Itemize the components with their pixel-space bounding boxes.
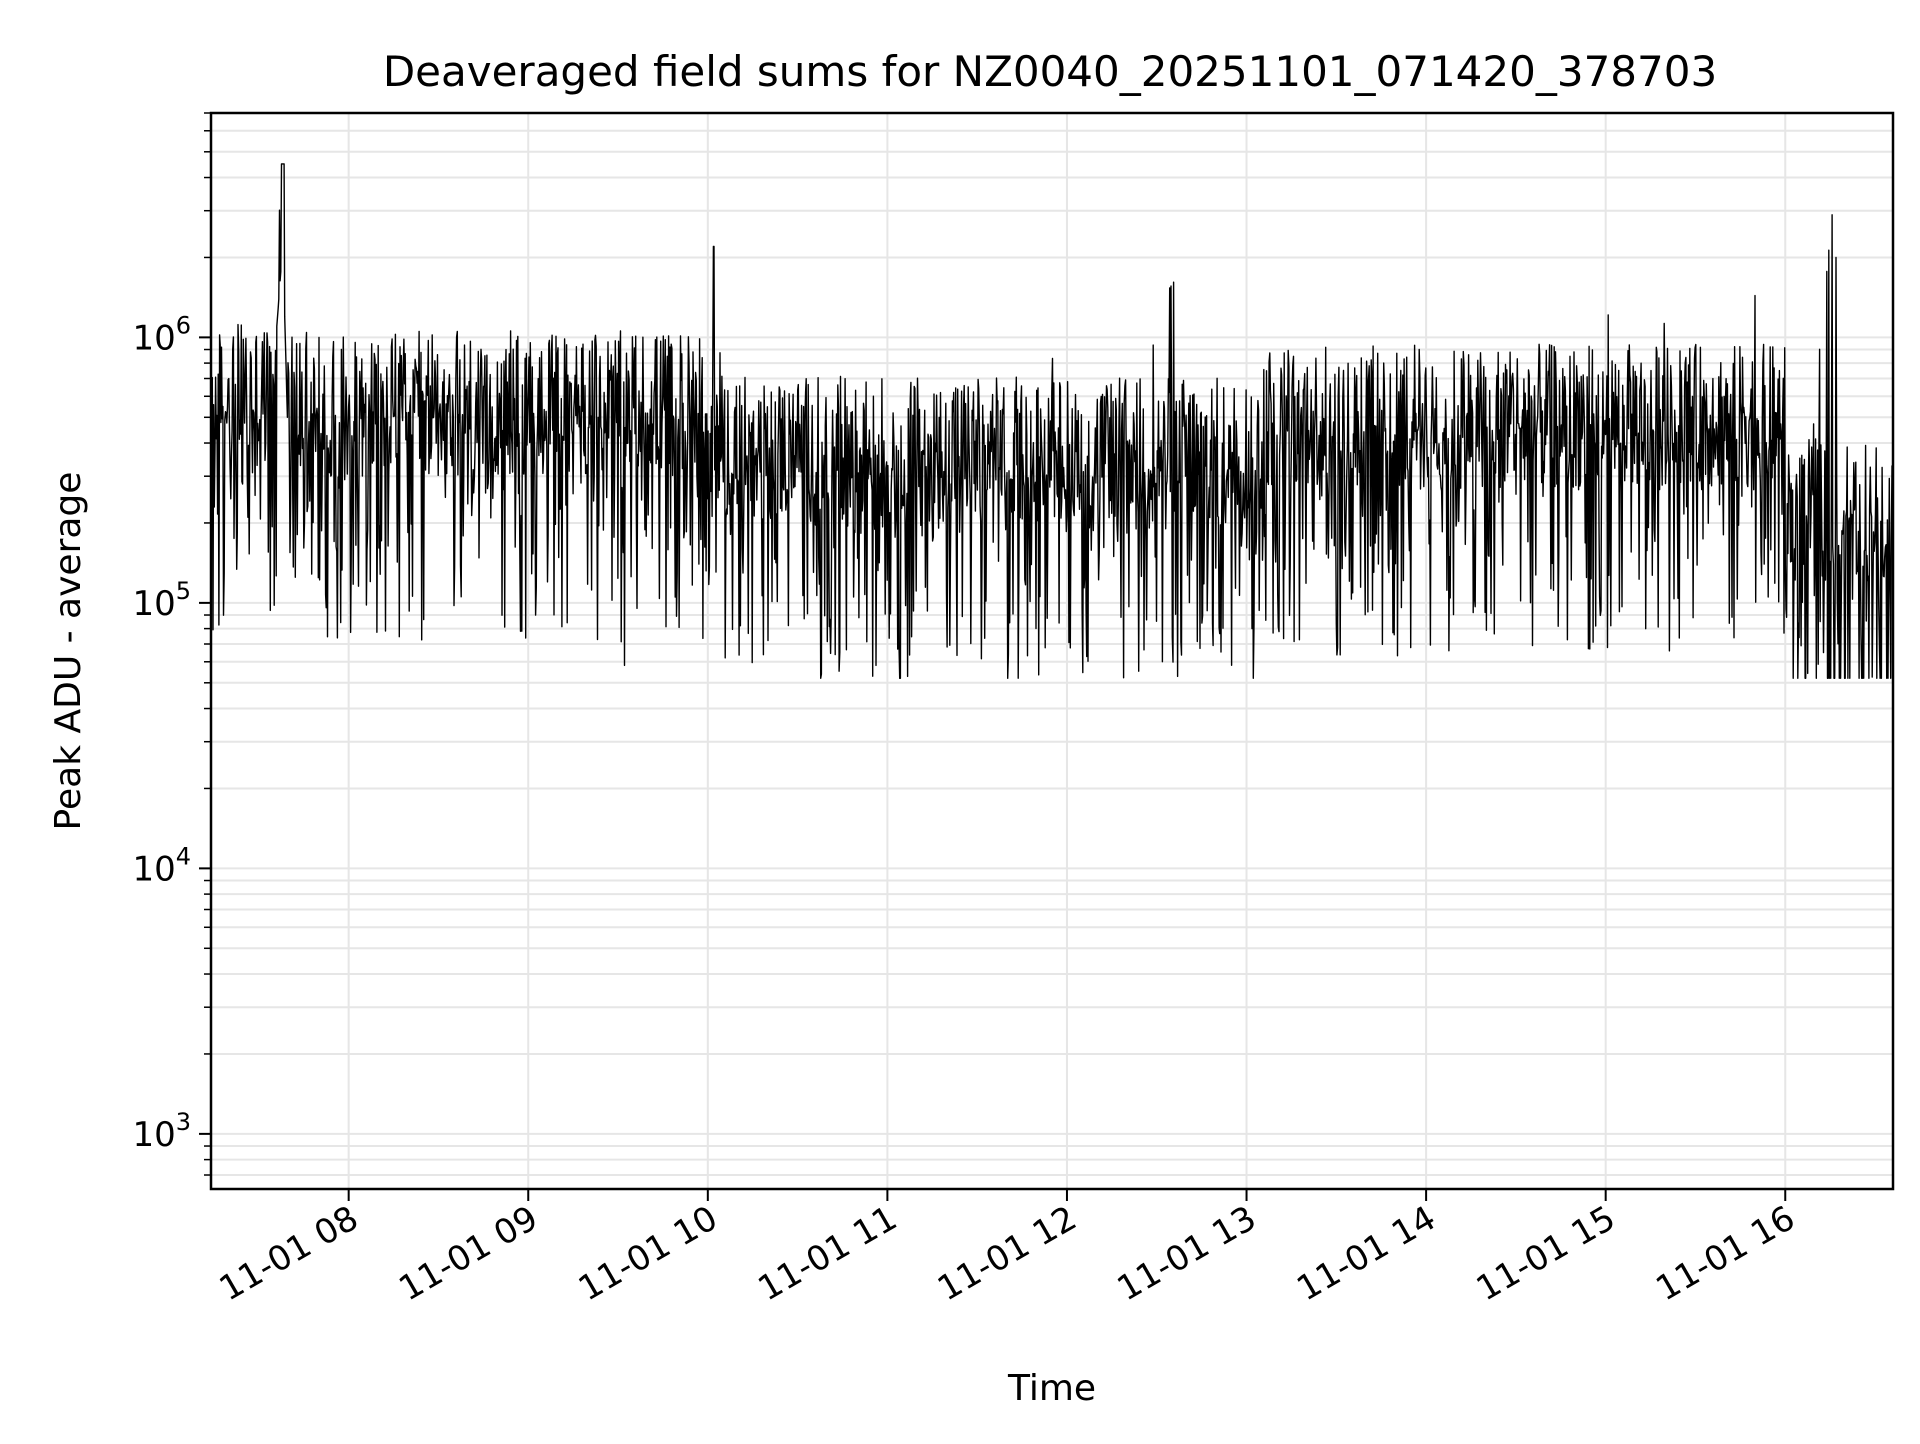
- series-layer: [210, 163, 1894, 679]
- y-tick-label: 103: [132, 1108, 191, 1155]
- y-axis-label: Peak ADU - average: [48, 472, 89, 831]
- chart-title: Deaveraged field sums for NZ0040_2025110…: [383, 47, 1717, 96]
- y-tick-label: 105: [132, 577, 191, 624]
- y-tick-label: 106: [132, 311, 191, 358]
- y-tick-label: 104: [132, 842, 191, 889]
- y-axis-ticks: 103 104 105 106: [132, 112, 211, 1176]
- x-axis-label: Time: [1007, 1368, 1096, 1409]
- series-line: [210, 163, 1894, 679]
- plot-frame: [209, 111, 1895, 1191]
